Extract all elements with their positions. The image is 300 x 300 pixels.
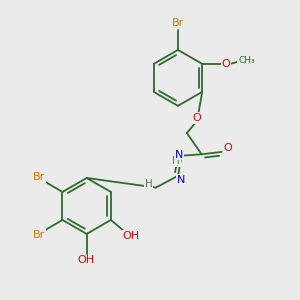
- Text: O: O: [222, 59, 230, 69]
- Text: CH₃: CH₃: [238, 56, 255, 65]
- Text: Br: Br: [33, 172, 45, 182]
- Text: H: H: [145, 179, 152, 189]
- Text: N: N: [175, 150, 183, 160]
- Text: H: H: [172, 156, 180, 166]
- Text: N: N: [177, 175, 185, 185]
- Text: O: O: [224, 143, 233, 153]
- Text: Br: Br: [33, 230, 45, 240]
- Text: OH: OH: [123, 231, 140, 242]
- Text: Br: Br: [172, 18, 184, 28]
- Text: OH: OH: [77, 255, 95, 266]
- Text: O: O: [193, 113, 202, 123]
